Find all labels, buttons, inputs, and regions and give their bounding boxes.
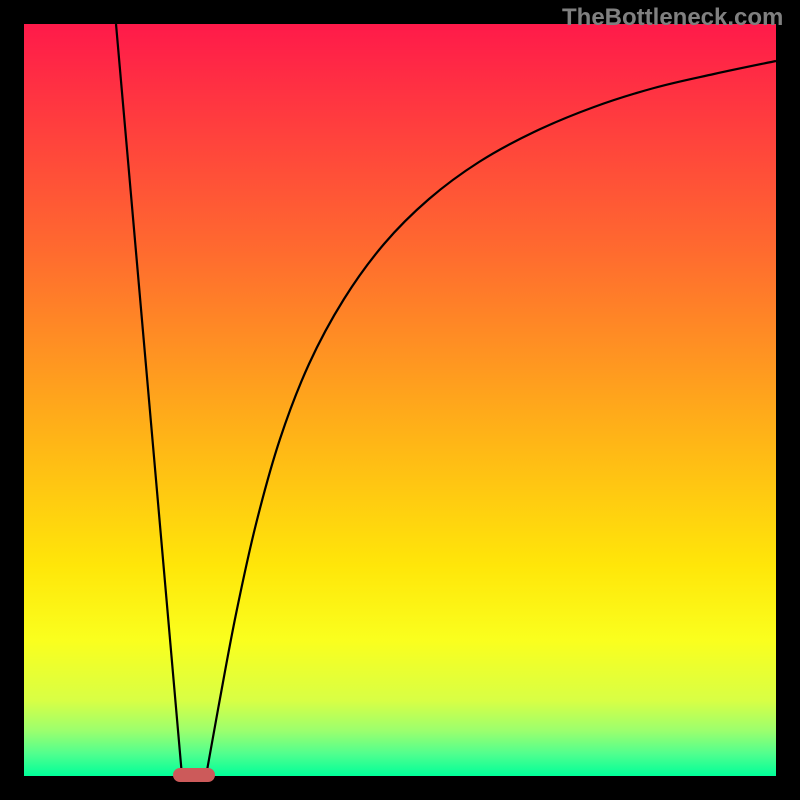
left-curve-line: [116, 24, 182, 776]
bottleneck-marker: [173, 768, 215, 782]
right-curve-line: [206, 61, 776, 776]
watermark-text: TheBottleneck.com: [562, 4, 783, 32]
curve-overlay: [0, 0, 800, 800]
